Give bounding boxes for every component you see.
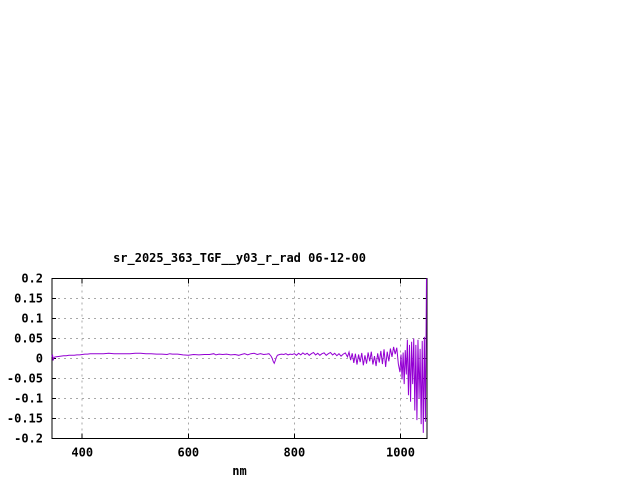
x-tick-label: 400 — [71, 446, 93, 460]
y-tick-label: -0.05 — [7, 372, 43, 386]
y-tick-label: 0.15 — [14, 292, 43, 306]
plot-border — [51, 278, 428, 439]
y-tick-label: 0.05 — [14, 332, 43, 346]
x-axis-label: nm — [232, 464, 247, 478]
spectrum-data-line — [51, 278, 427, 433]
x-tick-label: 800 — [284, 446, 306, 460]
y-tick-label: -0.2 — [14, 432, 43, 446]
y-tick-label: 0 — [36, 352, 43, 366]
chart-title: sr_2025_363_TGF__y03_r_rad 06-12-00 — [113, 251, 366, 265]
y-tick-label: 0.2 — [21, 272, 43, 286]
x-tick-label: 600 — [177, 446, 199, 460]
y-tick-label: 0.1 — [21, 312, 43, 326]
y-tick-label: -0.1 — [14, 392, 43, 406]
x-tick-label: 1000 — [386, 446, 415, 460]
y-tick-label: -0.15 — [7, 412, 43, 426]
